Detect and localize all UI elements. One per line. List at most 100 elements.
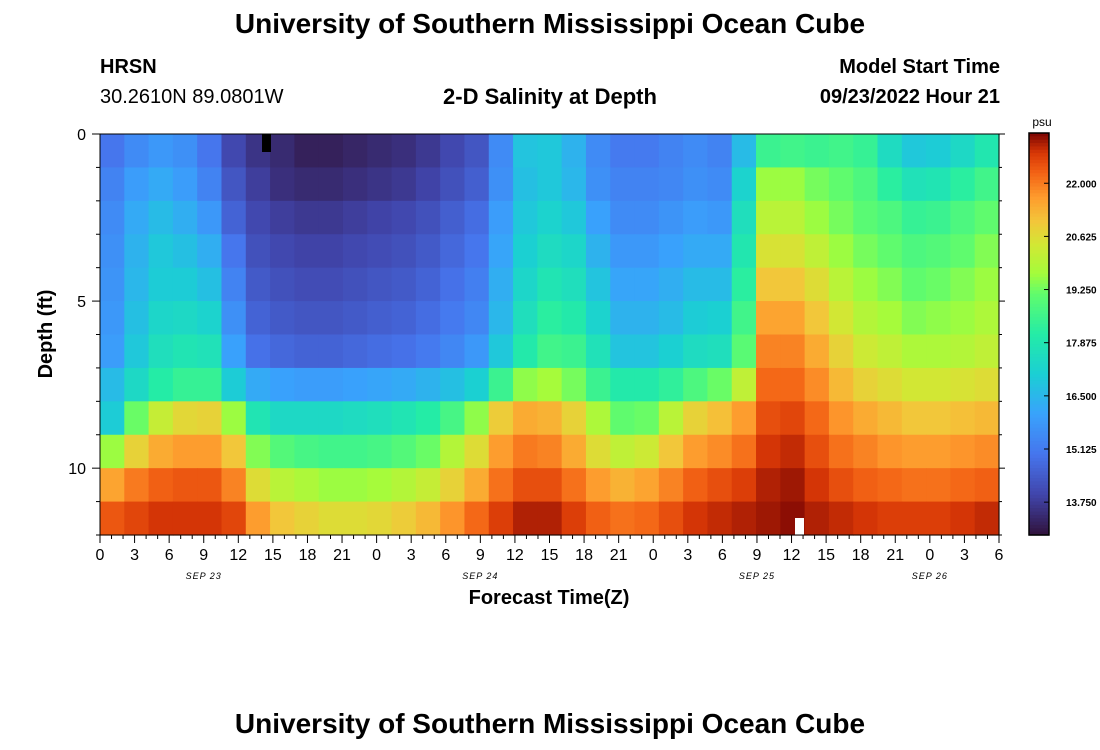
heatmap-cell xyxy=(828,434,854,469)
heatmap-cell xyxy=(804,134,830,169)
heatmap-cell xyxy=(853,434,879,469)
heatmap-cell xyxy=(731,401,757,436)
heatmap-cell xyxy=(610,301,636,336)
x-tick-label: 0 xyxy=(649,547,658,564)
heatmap-cell xyxy=(245,234,271,269)
heatmap-cell xyxy=(342,134,368,169)
colorbar-segment xyxy=(1029,143,1049,147)
heatmap-cell xyxy=(367,367,393,402)
colorbar-segment xyxy=(1029,233,1049,238)
colorbar-segment xyxy=(1029,387,1049,392)
colorbar-segment xyxy=(1029,464,1049,469)
heatmap-cell xyxy=(172,134,198,169)
heatmap-cell xyxy=(828,468,854,503)
heatmap-cell xyxy=(707,434,733,469)
heatmap-cell xyxy=(561,334,587,369)
heatmap-cell xyxy=(513,401,538,436)
heatmap-cell xyxy=(172,501,198,536)
heatmap-cell xyxy=(804,434,830,469)
heatmap-cell xyxy=(926,367,952,402)
heatmap-cell xyxy=(488,301,514,336)
model-start-label: Model Start Time xyxy=(839,56,1000,78)
heatmap-cell xyxy=(610,200,636,235)
heatmap-cell xyxy=(488,167,514,202)
heatmap-cell xyxy=(804,367,830,402)
heatmap-cell xyxy=(124,134,150,169)
colorbar-segment xyxy=(1029,364,1049,369)
heatmap-cell xyxy=(658,200,684,235)
colorbar-segment xyxy=(1029,290,1049,295)
heatmap-cell xyxy=(245,334,271,369)
heatmap-cell xyxy=(100,334,125,369)
colorbar-segment xyxy=(1029,488,1049,493)
heatmap-cell xyxy=(950,301,976,336)
x-tick-label: 3 xyxy=(130,547,139,564)
heatmap-cell xyxy=(828,501,854,536)
colorbar-segment xyxy=(1029,267,1049,271)
colorbar-tick-label: 22.000 xyxy=(1066,179,1097,190)
heatmap-cell xyxy=(926,301,952,336)
heatmap-cell xyxy=(585,134,611,169)
heatmap-cell xyxy=(294,367,320,402)
heatmap-cell xyxy=(780,267,806,302)
heatmap-cell xyxy=(901,134,927,169)
heatmap-cell xyxy=(464,301,490,336)
heatmap-cell xyxy=(100,501,125,536)
heatmap-cell xyxy=(197,301,223,336)
heatmap-cell xyxy=(172,401,198,436)
heatmap-cell xyxy=(731,267,757,302)
date-label: SEP 26 xyxy=(912,571,948,581)
heatmap-cell xyxy=(561,234,587,269)
heatmap-cell xyxy=(901,501,927,536)
heatmap-cell xyxy=(610,501,636,536)
colorbar-segment xyxy=(1029,337,1049,342)
x-tick-label: 9 xyxy=(476,547,485,564)
heatmap-cell xyxy=(440,434,466,469)
date-label: SEP 25 xyxy=(739,571,775,581)
heatmap-cell xyxy=(367,401,393,436)
heatmap-cell xyxy=(828,134,854,169)
heatmap-cell xyxy=(585,401,611,436)
x-tick-label: 3 xyxy=(407,547,416,564)
heatmap-cell xyxy=(197,501,223,536)
heatmap-cell xyxy=(464,401,490,436)
heatmap-cell xyxy=(440,468,466,503)
heatmap-cell xyxy=(731,200,757,235)
heatmap-cell xyxy=(926,234,952,269)
colorbar-segment xyxy=(1029,149,1049,154)
heatmap-cells xyxy=(100,134,1000,536)
heatmap-cell xyxy=(804,200,830,235)
heatmap-cell xyxy=(318,334,344,369)
heatmap-cell xyxy=(148,501,174,536)
colorbar-segment xyxy=(1029,414,1049,419)
heatmap-cell xyxy=(683,501,709,536)
heatmap-cell xyxy=(585,267,611,302)
heatmap-cell xyxy=(610,334,636,369)
colorbar-tick-label: 13.750 xyxy=(1066,498,1097,509)
heatmap-cell xyxy=(367,167,393,202)
heatmap-cell xyxy=(707,468,733,503)
heatmap-cell xyxy=(221,434,247,469)
heatmap-cell xyxy=(294,301,320,336)
heatmap-cell xyxy=(124,301,150,336)
heatmap-cell xyxy=(926,501,952,536)
colorbar-segment xyxy=(1029,330,1049,335)
heatmap-cell xyxy=(100,267,125,302)
heatmap-cell xyxy=(756,367,781,402)
colorbar-segment xyxy=(1029,390,1049,395)
heatmap-cell xyxy=(853,200,879,235)
heatmap-cell xyxy=(561,200,587,235)
heatmap-cell xyxy=(270,134,295,169)
heatmap-cell xyxy=(658,134,684,169)
colorbar-segment xyxy=(1029,447,1049,452)
heatmap-cell xyxy=(853,334,879,369)
heatmap-cell xyxy=(658,167,684,202)
heatmap-cell xyxy=(440,267,466,302)
colorbar-segment xyxy=(1029,327,1049,332)
colorbar-segment xyxy=(1029,491,1049,496)
colorbar-segment xyxy=(1029,273,1049,278)
heatmap-cell xyxy=(610,367,636,402)
bottom-marker xyxy=(795,518,804,535)
heatmap-cell xyxy=(901,234,927,269)
heatmap-cell xyxy=(391,401,417,436)
